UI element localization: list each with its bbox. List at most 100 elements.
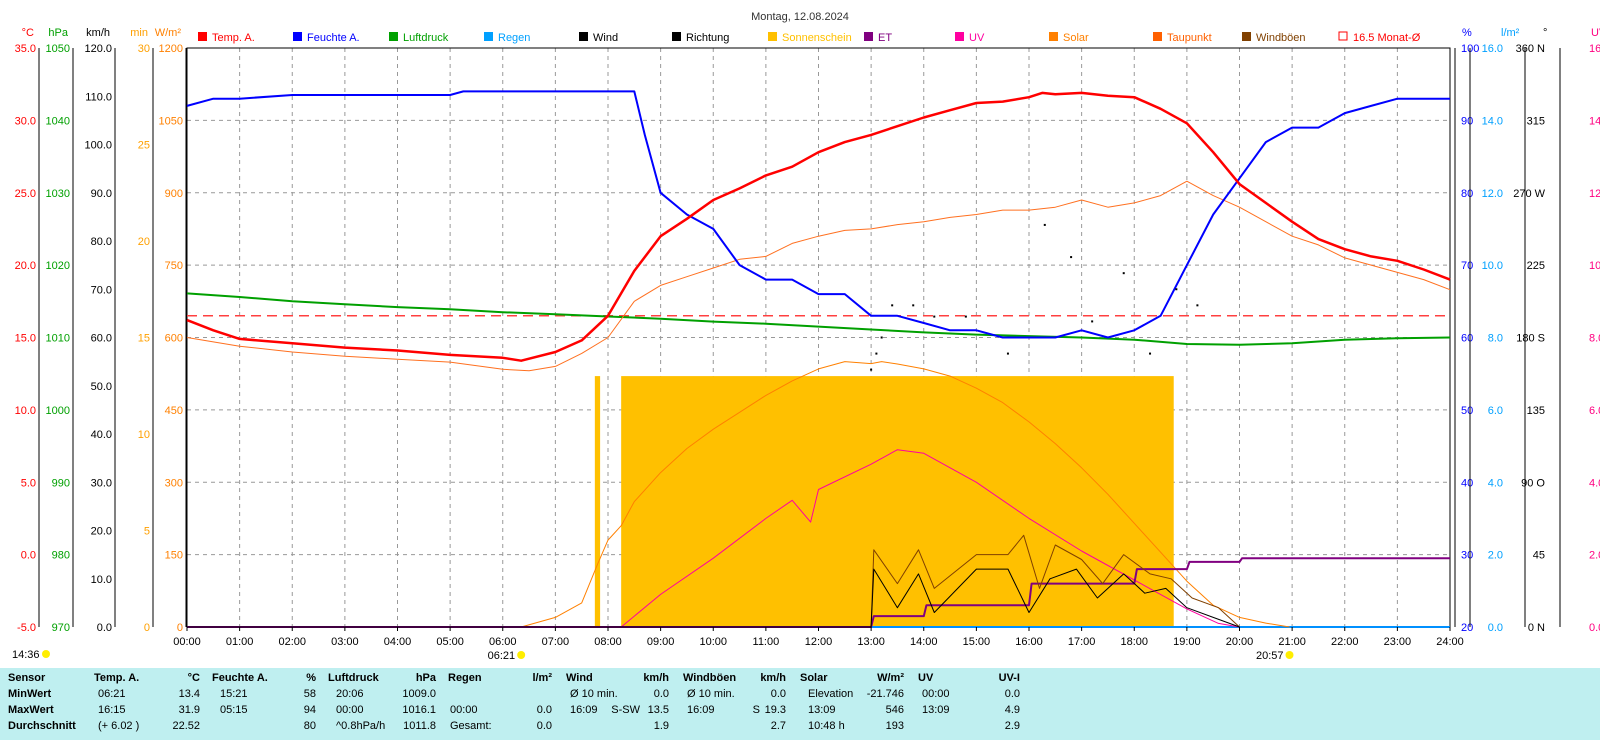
legend-swatch xyxy=(955,32,964,41)
right-axis-tick-label: 80 xyxy=(1461,188,1473,200)
left-axis-tick-label: 35.0 xyxy=(15,43,36,55)
legend-label: ET xyxy=(878,32,892,44)
legend-swatch xyxy=(768,32,777,41)
right-axis-tick-label: 0.0 xyxy=(1589,622,1600,634)
stats-solar-time: Elevation xyxy=(808,688,854,700)
series-windb-en-line xyxy=(187,534,1240,628)
legend-swatch xyxy=(1242,32,1251,41)
legend-label: Luftdruck xyxy=(403,32,449,44)
stats-header-gust-unit: km/h xyxy=(760,672,786,684)
wind-direction-point xyxy=(1043,223,1046,226)
stats-header-solar: Solar xyxy=(800,672,828,684)
stats-header-wind: Wind xyxy=(566,672,593,684)
stats-uv-time: 00:00 xyxy=(922,688,950,700)
current-time-icon xyxy=(42,650,50,658)
legend-label: UV xyxy=(969,32,985,44)
legend-label: Taupunkt xyxy=(1167,32,1212,44)
right-axis-tick-label: 360 N xyxy=(1516,43,1545,55)
left-axis-tick-label: 1050 xyxy=(46,43,70,55)
left-axis-tick-label: -5.0 xyxy=(17,622,36,634)
stats-header-sensor: Sensor xyxy=(8,672,46,684)
stats-wind-value: 1.9 xyxy=(653,720,669,732)
right-axis-tick-label: 2.0 xyxy=(1488,550,1503,562)
legend-label: Richtung xyxy=(686,32,729,44)
right-axis-tick-label: 16.0 xyxy=(1589,43,1600,55)
sunset-icon xyxy=(1285,651,1294,659)
legend: Temp. A. Feuchte A. Luftdruck Regen Wind Rich… xyxy=(198,31,1421,44)
right-axis-tick-label: 2.0 xyxy=(1589,550,1600,562)
left-axis-tick-label: 5 xyxy=(144,526,150,538)
stats-header-rain-unit: l/m² xyxy=(532,672,552,684)
left-axis-tick-label: 450 xyxy=(165,405,183,417)
stats-rain-value: 0.0 xyxy=(536,704,552,716)
left-axis-tick-label: 1020 xyxy=(46,260,70,272)
right-axis-tick-label: 180 S xyxy=(1516,333,1545,345)
stats-header-solar-unit: W/m² xyxy=(877,672,904,684)
stats-humidity-time: 15:21 xyxy=(220,688,248,700)
stats-uv-time: 13:09 xyxy=(922,704,950,716)
series-temp-a--line xyxy=(186,91,1451,362)
x-axis-tick-label: 09:00 xyxy=(647,636,675,648)
stats-temp-time: (+ 6.02 ) xyxy=(98,720,140,732)
legend-swatch xyxy=(1338,31,1348,41)
wind-direction-point xyxy=(1196,304,1199,307)
right-axis-tick-label: 135 xyxy=(1527,405,1545,417)
stats-solar-value: 193 xyxy=(885,720,904,732)
right-axis-tick-label: 0 N xyxy=(1528,622,1545,634)
x-axis-tick-label: 05:00 xyxy=(436,636,464,648)
stats-pressure-time: 00:00 xyxy=(336,704,364,716)
x-axis-tick-label: 15:00 xyxy=(963,636,991,648)
right-axis-tick-label: 40 xyxy=(1461,477,1473,489)
stats-rain-time: 00:00 xyxy=(450,704,478,716)
wind-direction-point xyxy=(933,315,936,318)
series-wind-line xyxy=(187,568,1240,628)
left-axis-tick-label: 750 xyxy=(165,260,183,272)
stats-solar-time: 10:48 h xyxy=(808,720,845,732)
wind-direction-point xyxy=(870,368,873,371)
x-axis-tick-label: 07:00 xyxy=(542,636,570,648)
right-axis-tick-label: 10.0 xyxy=(1589,260,1600,272)
right-axis-tick-label: 12.0 xyxy=(1589,188,1600,200)
stats-temp-value: 31.9 xyxy=(178,704,200,716)
stats-wind-value: 13.5 xyxy=(647,704,669,716)
legend-label: Windböen xyxy=(1256,32,1306,44)
plot-area xyxy=(186,90,1451,628)
stats-row: MinWert 06:21 13.4 15:21 58 20:06 1009.0 Ø 10 m… xyxy=(0,686,1600,702)
legend-swatch xyxy=(864,32,873,41)
stats-row-label: MinWert xyxy=(8,688,52,700)
left-axis-tick-label: 900 xyxy=(165,188,183,200)
stats-row: MaxWert 16:15 31.9 05:15 94 00:00 1016.1 00:00 0… xyxy=(0,702,1600,718)
right-axis-tick-label: 225 xyxy=(1527,260,1545,272)
stats-gust-value: 2.7 xyxy=(770,720,786,732)
weather-chart: Montag, 12.08.2024 Temp. A. Feuchte A. Luf… xyxy=(12,11,1600,662)
stats-header-temp-unit: °C xyxy=(187,672,200,684)
series-solar-line xyxy=(521,361,1290,628)
legend-swatch xyxy=(293,32,302,41)
left-axis-tick-label: 0 xyxy=(144,622,150,634)
stats-temp-value: 13.4 xyxy=(178,688,200,700)
right-axis-tick-label: 50 xyxy=(1461,405,1473,417)
x-axis-tick-label: 16:00 xyxy=(1015,636,1043,648)
left-axis-tick-label: 0.0 xyxy=(97,622,112,634)
stats-header-pressure: Luftdruck xyxy=(328,672,379,684)
left-axis-tick-label: 300 xyxy=(165,477,183,489)
stats-solar-time: 13:09 xyxy=(808,704,836,716)
x-axis-tick-label: 06:00 xyxy=(489,636,517,648)
x-axis-tick-label: 21:00 xyxy=(1278,636,1306,648)
left-axis-tick-label: 10.0 xyxy=(91,574,112,586)
left-axis-tick-label: 0 xyxy=(177,622,183,634)
left-axis-tick-label: 20 xyxy=(138,236,150,248)
left-axis-tick-label: 1000 xyxy=(46,405,70,417)
right-axis-unit: % xyxy=(1462,27,1472,39)
right-axis-unit: ° xyxy=(1543,27,1547,39)
wind-direction-point xyxy=(880,336,883,339)
left-axis-tick-label: 100.0 xyxy=(84,140,112,152)
left-axis-tick-label: 0.0 xyxy=(21,550,36,562)
left-axis-tick-label: 50.0 xyxy=(91,381,112,393)
stats-temp-value: 22.52 xyxy=(172,720,200,732)
sunrise-icon xyxy=(517,651,526,659)
x-axis-tick-label: 02:00 xyxy=(278,636,306,648)
x-axis-tick-label: 01:00 xyxy=(226,636,254,648)
stats-header-rain: Regen xyxy=(448,672,482,684)
stats-gust-time: Ø 10 min. xyxy=(687,688,735,700)
